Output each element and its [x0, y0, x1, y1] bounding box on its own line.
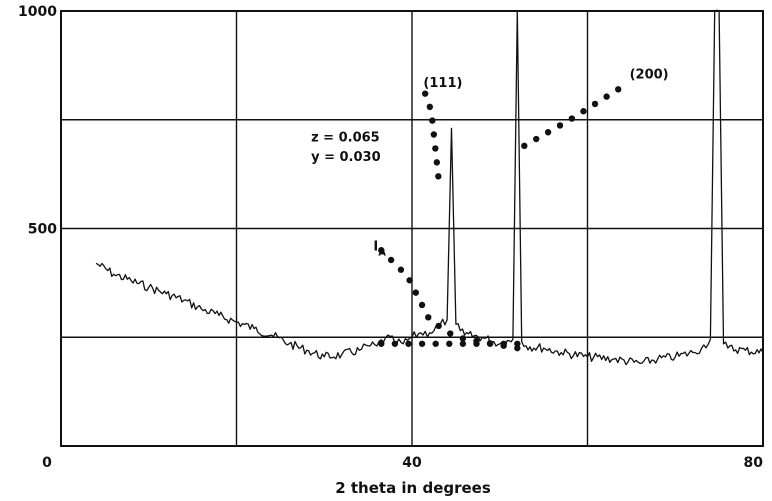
x-tick-label: 80 — [744, 455, 764, 471]
series-layer — [95, 9, 764, 366]
annotation-subscript: A — [378, 247, 386, 258]
dotted-marker — [405, 340, 412, 347]
dotted-marker — [514, 340, 521, 347]
dotted-marker — [459, 340, 467, 347]
dotted-marker — [418, 301, 426, 309]
dotted-marker — [500, 340, 507, 347]
dotted-marker — [406, 277, 413, 284]
dotted-marker — [432, 340, 439, 347]
dotted-marker — [425, 314, 432, 321]
annotation-text: (111) — [423, 76, 462, 91]
y-tick-label: 1000 — [18, 4, 57, 20]
annotation-text: z = 0.065 — [311, 131, 380, 146]
dotted-marker — [459, 335, 467, 342]
dotted-marker — [544, 129, 552, 136]
dotted-marker — [430, 131, 438, 138]
dotted-marker — [568, 115, 576, 122]
dotted-marker — [429, 117, 436, 124]
y-tick-label: 500 — [28, 222, 57, 238]
dotted-marker — [521, 142, 528, 150]
dotted-marker — [391, 340, 399, 347]
series-line — [95, 9, 764, 366]
dotted-marker — [421, 90, 429, 97]
x-tick-label: 40 — [402, 455, 422, 471]
dotted-marker — [432, 145, 439, 152]
annotation-text: y = 0.030 — [311, 150, 381, 165]
dotted-marker — [615, 86, 622, 93]
dotted-marker — [433, 159, 441, 166]
dotted-marker — [426, 103, 434, 111]
dotted-marker — [486, 340, 494, 347]
x-axis-label: 2 theta in degrees — [335, 479, 491, 497]
dotted-marker — [435, 173, 442, 180]
dotted-marker — [378, 247, 385, 254]
dotted-marker — [447, 330, 454, 337]
dotted-marker — [603, 93, 610, 100]
dotted-marker — [418, 340, 426, 347]
dotted-marker — [533, 135, 540, 143]
annotation-text: (200) — [630, 67, 669, 82]
tick-labels: 500 1000 0 40 80 — [18, 4, 763, 471]
dotted-marker — [580, 108, 587, 115]
plot-frame — [60, 10, 764, 447]
dotted-marker — [412, 289, 420, 296]
dotted-marker — [446, 340, 453, 347]
dotted-marker — [397, 266, 405, 273]
dotted-marker — [435, 322, 442, 330]
dotted-marker — [387, 256, 395, 264]
dotted-marker — [378, 340, 385, 347]
dotted-marker — [473, 340, 480, 347]
dotted-marker — [556, 122, 564, 129]
dotted-marker — [591, 100, 599, 108]
x-tick-label: 0 — [42, 455, 52, 471]
